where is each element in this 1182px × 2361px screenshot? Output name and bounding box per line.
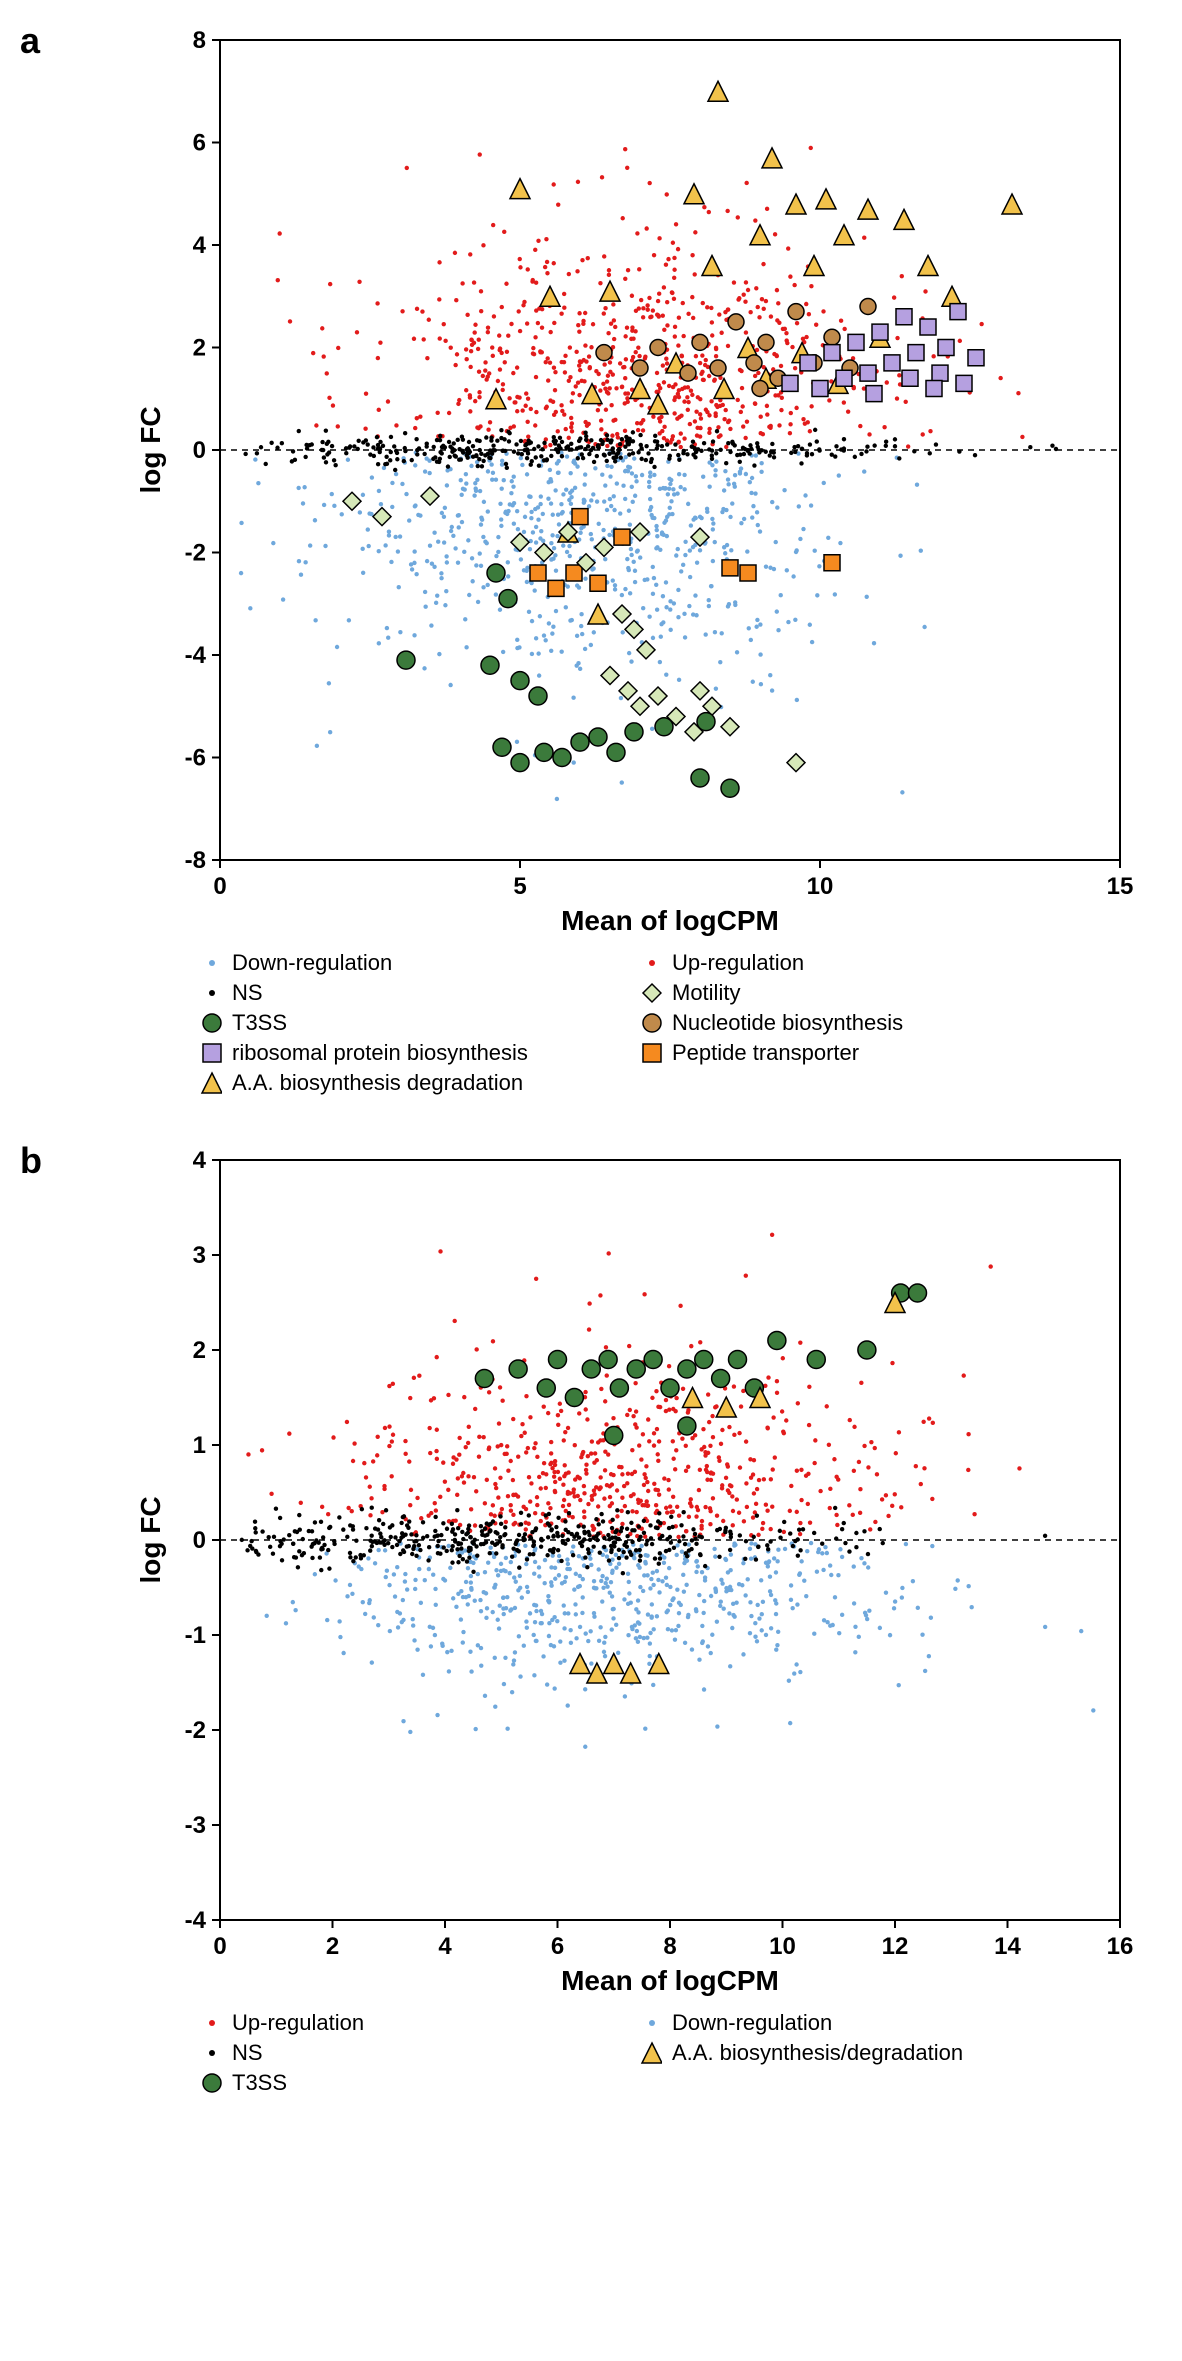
panel-a-label: a (20, 20, 40, 62)
svg-text:-8: -8 (185, 847, 206, 874)
svg-text:4: 4 (193, 232, 207, 259)
scatter-plot-a: 0 5 10 15 -8 -6 -4 -2 0 2 4 6 8 Mean of logCPM log FC (140, 20, 1140, 940)
svg-text:15: 15 (1107, 873, 1134, 900)
legend-label: Peptide transporter (672, 1040, 859, 1066)
svg-text:-4: -4 (185, 1907, 207, 1934)
panel-b: b 0246810121416-4-3-2-101234Mean of logC… (20, 1140, 1182, 2100)
legend-label: NS (232, 980, 263, 1006)
legend-b: Up-regulation Down-regulation NS A.A. biosy… (200, 2010, 1182, 2100)
svg-text:-1: -1 (185, 1622, 206, 1649)
svg-text:0: 0 (213, 1933, 226, 1960)
svg-text:8: 8 (663, 1933, 676, 1960)
legend-label: T3SS (232, 2070, 287, 2096)
svg-text:0: 0 (193, 1527, 206, 1554)
legend-label: NS (232, 2040, 263, 2066)
svg-text:4: 4 (438, 1933, 452, 1960)
svg-text:log FC: log FC (140, 1496, 166, 1583)
panel-b-label: b (20, 1140, 42, 1182)
panel-a: a 0 5 10 15 -8 -6 -4 -2 0 2 4 6 8 Mean of logCPM log F… (20, 20, 1182, 1100)
svg-text:10: 10 (769, 1933, 796, 1960)
legend-item-aa: A.A. biosynthesis degradation (200, 1070, 620, 1096)
svg-text:5: 5 (513, 873, 526, 900)
legend-item-up: Up-regulation (200, 2010, 620, 2036)
legend-label: A.A. biosynthesis/degradation (672, 2040, 963, 2066)
svg-text:2: 2 (193, 335, 206, 362)
svg-text:12: 12 (882, 1933, 909, 1960)
svg-text:Mean of logCPM: Mean of logCPM (561, 905, 779, 936)
svg-text:-3: -3 (185, 1812, 206, 1839)
legend-item-peptide: Peptide transporter (640, 1040, 1060, 1066)
legend-item-up: Up-regulation (640, 950, 1060, 976)
legend-item-motility: Motility (640, 980, 1060, 1006)
legend-item-aa: A.A. biosynthesis/degradation (640, 2040, 1060, 2066)
svg-text:-6: -6 (185, 745, 206, 772)
svg-text:14: 14 (994, 1933, 1021, 1960)
legend-label: A.A. biosynthesis degradation (232, 1070, 523, 1096)
legend-item-down: Down-regulation (200, 950, 620, 976)
svg-text:0: 0 (193, 437, 206, 464)
legend-label: ribosomal protein biosynthesis (232, 1040, 528, 1066)
legend-a: Down-regulation Up-regulation NS Motility T3… (200, 950, 1182, 1100)
legend-item-t3ss: T3SS (200, 1010, 620, 1036)
scatter-plot-b: 0246810121416-4-3-2-101234Mean of logCPM… (140, 1140, 1140, 2000)
legend-label: Up-regulation (672, 950, 804, 976)
legend-label: Nucleotide biosynthesis (672, 1010, 903, 1036)
legend-label: Down-regulation (232, 950, 392, 976)
legend-label: Motility (672, 980, 740, 1006)
svg-text:2: 2 (193, 1337, 206, 1364)
legend-label: T3SS (232, 1010, 287, 1036)
svg-text:log FC: log FC (140, 406, 166, 493)
svg-text:2: 2 (326, 1933, 339, 1960)
svg-text:1: 1 (193, 1432, 206, 1459)
svg-text:Mean of logCPM: Mean of logCPM (561, 1965, 779, 1996)
legend-item-t3ss: T3SS (200, 2070, 620, 2096)
svg-text:-4: -4 (185, 642, 207, 669)
svg-text:4: 4 (193, 1147, 207, 1174)
svg-text:-2: -2 (185, 1717, 206, 1744)
legend-item-ns: NS (200, 2040, 620, 2066)
legend-item-ns: NS (200, 980, 620, 1006)
legend-item-nucleotide: Nucleotide biosynthesis (640, 1010, 1060, 1036)
legend-label: Down-regulation (672, 2010, 832, 2036)
legend-item-ribo: ribosomal protein biosynthesis (200, 1040, 620, 1066)
svg-text:0: 0 (213, 873, 226, 900)
legend-label: Up-regulation (232, 2010, 364, 2036)
svg-text:8: 8 (193, 27, 206, 54)
svg-text:3: 3 (193, 1242, 206, 1269)
svg-text:6: 6 (193, 130, 206, 157)
svg-text:-2: -2 (185, 540, 206, 567)
svg-text:16: 16 (1107, 1933, 1134, 1960)
legend-item-down: Down-regulation (640, 2010, 1060, 2036)
svg-text:10: 10 (807, 873, 834, 900)
svg-text:6: 6 (551, 1933, 564, 1960)
